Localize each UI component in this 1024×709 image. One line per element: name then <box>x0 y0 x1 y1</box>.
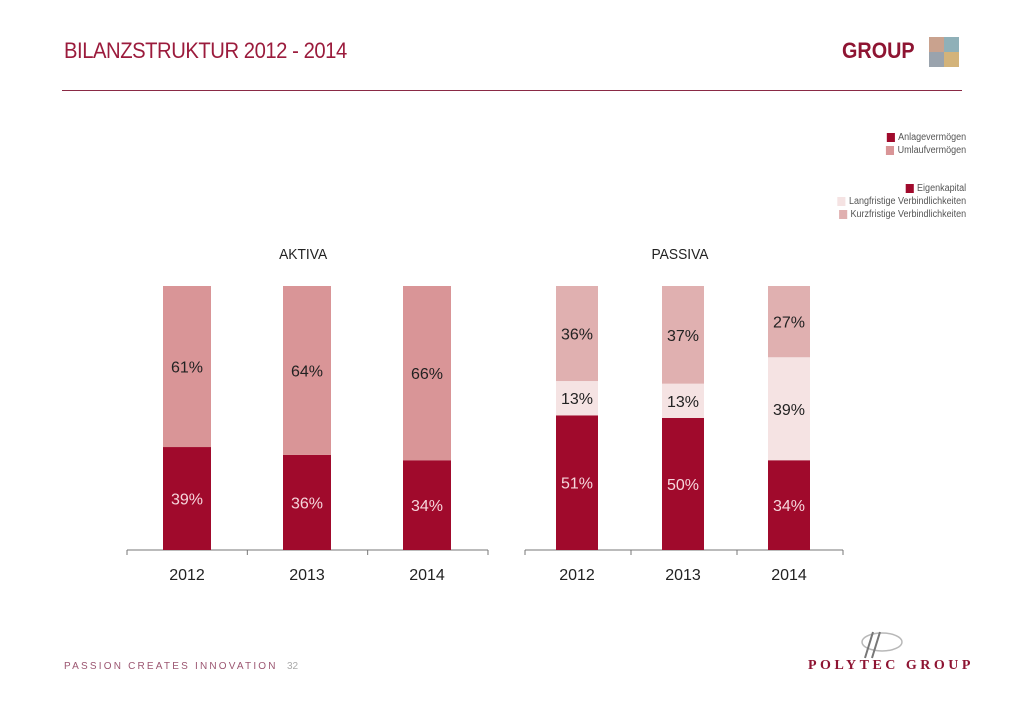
brand-mark-icon <box>929 37 959 67</box>
x-tick-label: 2013 <box>289 567 325 584</box>
chart-title-aktiva: AKTIVA <box>279 246 328 263</box>
chart-title-passiva: PASSIVA <box>651 246 709 263</box>
data-label: 34% <box>773 498 805 515</box>
bar-segment-eigenkapital <box>662 418 704 550</box>
bar-segment-langfristige-verbindlichkeiten <box>556 381 598 416</box>
legend-label: Langfristige Verbindlichkeiten <box>848 196 966 207</box>
page-title: BILANZSTRUKTUR 2012 - 2014 <box>64 38 347 63</box>
bar-segment-eigenkapital <box>768 460 810 550</box>
legend-item: Anlagevermögen <box>886 131 966 144</box>
bar-segment-anlageverm-gen <box>163 447 211 550</box>
data-label: 36% <box>561 327 593 344</box>
bar-segment-umlaufverm-gen <box>403 286 451 461</box>
bar-segment-langfristige-verbindlichkeiten <box>768 357 810 461</box>
legend-swatch <box>838 210 847 219</box>
data-label: 51% <box>561 476 593 493</box>
brand-label: GROUP <box>842 38 915 63</box>
legend-item: Umlaufvermögen <box>885 144 966 157</box>
data-label: 36% <box>291 495 323 512</box>
legend-item: Kurzfristige Verbindlichkeiten <box>837 208 966 221</box>
page-number: 32 <box>287 661 299 672</box>
data-label: 39% <box>171 492 203 509</box>
bar-segment-kurzfristige-verbindlichkeiten <box>662 286 704 384</box>
brand-mark-tile <box>929 37 944 52</box>
bar-segment-anlageverm-gen <box>283 454 331 550</box>
brand-mark-tile <box>944 37 959 52</box>
data-label: 66% <box>411 366 443 383</box>
polytec-logo-text: POLYTEC GROUP <box>808 658 974 673</box>
legend-item: Langfristige Verbindlichkeiten <box>837 195 966 208</box>
data-label: 37% <box>667 328 699 345</box>
x-tick-label: 2013 <box>665 567 701 584</box>
legend-label: Kurzfristige Verbindlichkeiten <box>850 209 966 220</box>
brand-mark-tile <box>944 52 959 67</box>
bar-segment-eigenkapital <box>556 415 598 550</box>
x-tick-label: 2012 <box>169 567 205 584</box>
x-tick-label: 2014 <box>771 567 807 584</box>
bar-segment-umlaufverm-gen <box>163 286 211 448</box>
bar-segment-langfristige-verbindlichkeiten <box>662 383 704 418</box>
x-tick-label: 2014 <box>409 567 445 584</box>
legend-passiva: Eigenkapital Langfristige Verbindlichkeit… <box>823 182 966 221</box>
legend-label: Eigenkapital <box>916 183 966 194</box>
legend-swatch <box>886 133 895 142</box>
bar-segment-anlageverm-gen <box>403 460 451 550</box>
header-divider <box>62 90 962 91</box>
data-label: 34% <box>411 498 443 515</box>
data-label: 61% <box>171 360 203 377</box>
x-tick-label: 2012 <box>559 567 595 584</box>
legend-label: Anlagevermögen <box>897 132 966 143</box>
legend-label: Umlaufvermögen <box>897 145 966 156</box>
legend-item: Eigenkapital <box>837 182 966 195</box>
data-label: 64% <box>291 363 323 380</box>
legend-swatch <box>837 197 846 206</box>
data-label: 13% <box>667 394 699 411</box>
bar-segment-kurzfristige-verbindlichkeiten <box>768 286 810 358</box>
bar-segment-kurzfristige-verbindlichkeiten <box>556 286 598 382</box>
data-label: 27% <box>773 315 805 332</box>
brand-mark-tile <box>929 52 944 67</box>
data-label: 13% <box>561 391 593 408</box>
polytec-logo-icon <box>861 631 903 659</box>
legend-swatch <box>885 146 894 155</box>
data-label: 39% <box>773 402 805 419</box>
data-label: 50% <box>667 477 699 494</box>
bar-segment-umlaufverm-gen <box>283 286 331 455</box>
footer-tagline: PASSION CREATES INNOVATION <box>64 661 278 672</box>
legend-aktiva: Anlagevermögen Umlaufvermögen <box>877 131 966 157</box>
legend-swatch <box>905 184 914 193</box>
